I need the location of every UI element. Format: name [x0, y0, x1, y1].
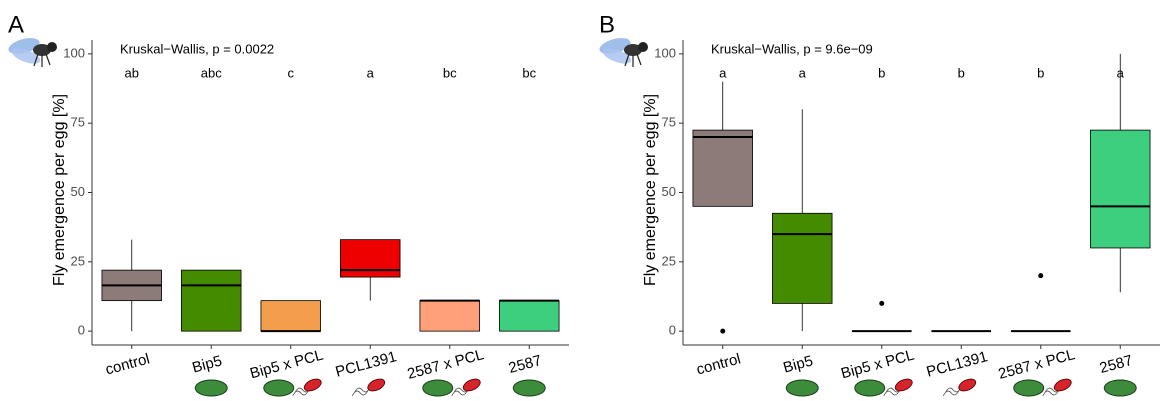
- bacteria-icon: [1053, 378, 1072, 392]
- box: [260, 300, 321, 332]
- y-tick-label: 100: [63, 45, 85, 60]
- box: [181, 269, 242, 332]
- bacteria-icon: [194, 379, 228, 397]
- fly-icon: [8, 38, 57, 67]
- group-letter: abc: [201, 65, 222, 80]
- group-letter: c: [288, 65, 295, 80]
- group-letter: a: [719, 65, 727, 80]
- box: [692, 129, 753, 207]
- outlier: [720, 328, 726, 334]
- y-tick-label: 75: [71, 115, 85, 130]
- box: [419, 300, 480, 332]
- fly-body: [33, 44, 51, 56]
- x-tick-label: Bip5: [190, 352, 223, 376]
- y-tick-label: 0: [669, 323, 676, 338]
- y-axis-label: Fly emergence per egg [%]: [51, 94, 68, 286]
- y-tick-label: 25: [662, 253, 676, 268]
- y-tick-label: 25: [71, 253, 85, 268]
- bacteria-icon: [512, 379, 546, 397]
- box: [340, 239, 401, 278]
- flagella: [942, 386, 962, 397]
- outlier: [879, 300, 885, 306]
- group-letter: b: [878, 65, 885, 80]
- box: [499, 300, 560, 332]
- box: [772, 212, 833, 304]
- bacteria-icon: [303, 378, 322, 392]
- x-tick-label: Bip5 x PCL: [248, 347, 325, 383]
- panel-label: A: [8, 11, 24, 38]
- bacteria-icon: [367, 378, 386, 392]
- x-tick-label: Bip5: [781, 352, 814, 376]
- x-tick-label: 2587 x PCL: [997, 346, 1077, 383]
- x-tick-label: 2587 x PCL: [406, 346, 486, 383]
- fly-head: [638, 42, 648, 52]
- outlier: [1038, 273, 1044, 279]
- y-tick-label: 50: [662, 184, 676, 199]
- group-letter: bc: [522, 65, 536, 80]
- fly-legs: [33, 53, 51, 67]
- bacteria-icon: [462, 378, 481, 392]
- y-tick-label: 100: [654, 45, 676, 60]
- group-letter: bc: [443, 65, 457, 80]
- panel-label: B: [599, 11, 615, 38]
- fly-wing: [11, 48, 41, 64]
- y-tick-label: 75: [662, 115, 676, 130]
- bacteria-icon: [1103, 379, 1137, 397]
- bacteria-icon: [958, 378, 977, 392]
- y-tick-label: 0: [78, 323, 85, 338]
- x-tick-label: 2587: [507, 352, 544, 377]
- bacteria-icon: [854, 379, 886, 397]
- fly-body: [624, 44, 642, 56]
- x-tick-label: control: [104, 350, 152, 378]
- group-letter: ab: [125, 65, 139, 80]
- bacteria-icon: [785, 379, 819, 397]
- group-letter: b: [958, 65, 965, 80]
- fly-icon: [599, 38, 648, 67]
- group-letter: a: [367, 65, 375, 80]
- x-tick-label: Bip5 x PCL: [839, 347, 916, 383]
- x-tick-label: 2587: [1098, 352, 1135, 377]
- box: [1090, 129, 1151, 249]
- fly-head: [47, 42, 57, 52]
- x-tick-label: control: [695, 350, 743, 378]
- bacteria-icon: [1013, 379, 1045, 397]
- fly-wing: [602, 48, 632, 64]
- bacteria-icon: [263, 379, 295, 397]
- group-letter: b: [1037, 65, 1044, 80]
- bacteria-icon: [422, 379, 454, 397]
- fly-legs: [624, 53, 642, 67]
- x-tick-label: PCL1391: [334, 348, 399, 381]
- group-letter: a: [799, 65, 807, 80]
- y-axis-label: Fly emergence per egg [%]: [642, 94, 659, 286]
- bacteria-icon: [894, 378, 913, 392]
- x-tick-label: PCL1391: [925, 348, 990, 381]
- flagella: [351, 386, 371, 397]
- y-tick-label: 50: [71, 184, 85, 199]
- annotation: Kruskal−Wallis, p = 0.0022: [120, 41, 274, 56]
- annotation: Kruskal−Wallis, p = 9.6e−09: [711, 41, 873, 56]
